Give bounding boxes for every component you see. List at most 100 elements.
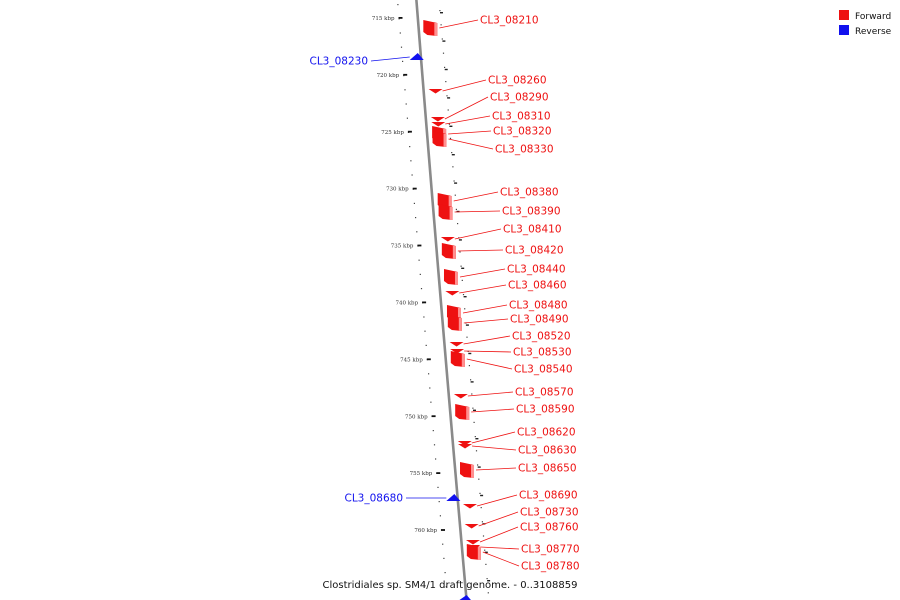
ruler-dot [459,251,461,253]
ruler-dot [411,174,413,176]
gene-mark-shade [466,407,470,420]
ruler-dash [449,125,453,127]
gene-cl3-08620: CL3_08620 [457,427,576,446]
gene-cl3-08680: CL3_08680 [344,493,461,505]
gene-mark-shade [458,318,462,331]
ruler-dot [453,180,455,182]
ruler-dot [442,543,444,545]
ruler-dash [468,352,472,355]
genome-caption: Clostridiales sp. SM4/1 draft genome. - … [323,580,578,591]
ruler-dot [472,407,474,409]
ruler-dot [402,60,404,62]
ruler-dot [435,458,437,460]
ruler-dash [454,182,458,184]
gene-label: CL3_08690 [519,490,578,502]
gene-leader [370,56,410,62]
gene-features: CL3_08210 CL3_08230 CL3_08260 CL3_08290 CL3_… [309,15,580,600]
ruler-dash [475,438,479,440]
gene-label: CL3_08530 [513,347,572,359]
gene-cl3-08690: CL3_08690 [462,490,578,509]
ruler-dot [462,294,465,296]
ruler-dot [464,308,466,310]
gene-label: CL3_08760 [520,522,579,534]
ruler-dot [447,109,449,111]
gene-cl3-08480: CL3_08480 [446,300,568,321]
tick-label: 760 kbp [414,528,437,534]
gene-leader [482,551,520,567]
ruler-dot [475,450,478,452]
ruler-dot [480,507,482,509]
ruler-dot [441,38,443,40]
gene-mark [465,540,480,545]
gene-leader [466,358,513,370]
ruler-dot [429,387,431,389]
gene-label: CL3_08260 [488,75,547,87]
ruler-dot [445,586,447,588]
ruler-dot [477,464,479,466]
gene-mark-shade [454,272,458,285]
gene-label: CL3_08320 [493,126,552,138]
gene-label: CL3_08590 [516,404,575,416]
gene-cl3-08410: CL3_08410 [440,224,562,242]
gene-label: CL3_08730 [520,507,579,519]
gene-mark-shade [443,134,447,147]
gene-label: CL3_08490 [510,314,569,326]
gene-leader [480,546,520,550]
tick-mark [398,17,403,19]
gene-label: CL3_08230 [309,56,368,68]
ruler-dot [444,572,446,574]
ruler-dot [461,279,463,281]
gene-mark-partial [459,595,471,600]
legend-reverse-swatch [839,25,849,35]
gene-mark [453,394,468,399]
gene-mark [409,53,424,60]
ruler-dot [439,10,441,12]
ruler-dot [418,259,420,261]
gene-cl3-08420: CL3_08420 [441,243,564,259]
gene-label: CL3_08630 [518,445,577,457]
ruler-dot [455,208,457,210]
ruler-dot [446,95,448,97]
ruler-dash [456,210,460,213]
ruler-dot [416,231,418,233]
gene-mark-shade [434,23,438,36]
legend-reverse-label: Reverse [855,27,892,37]
tick-mark [417,244,422,247]
ruler-dot [451,152,453,154]
gene-label: CL3_08390 [502,206,561,218]
gene-leader [471,431,516,444]
gene-mark [455,404,470,420]
genome-backbone [415,0,468,600]
ruler-dot [424,330,426,332]
gene-leader [463,335,511,345]
ruler-dash [442,40,446,42]
gene-mark [462,504,477,509]
ruler-dot [423,316,425,318]
gene-mark-shade [452,246,456,259]
ruler-dash [447,97,451,99]
gene-label: CL3_08680 [344,493,403,505]
ruler-dot [478,478,480,480]
ruler-dot [487,592,489,594]
tick-mark [441,529,445,531]
gene-mark [432,131,447,147]
gene-cl3-08460: CL3_08460 [445,280,567,296]
gene-label: CL3_08570 [515,387,574,399]
gene-label: CL3_08480 [509,300,568,312]
tick-label: 720 kbp [377,73,400,79]
ruler-dot [405,103,407,105]
ruler-dash [465,324,469,326]
gene-label: CL3_08520 [512,331,571,343]
ruler-dash [473,409,476,411]
ruler-dash [440,12,443,14]
ruler-dash [480,494,484,497]
tick-mark [412,187,417,190]
gene-cl3-08650: CL3_08650 [460,462,577,478]
tick-mark [407,130,412,133]
legend-forward-label: Forward [855,12,891,22]
ruler-dot [442,52,445,54]
gene-label: CL3_08620 [517,427,576,439]
gene-mark [423,20,438,36]
gene-cl3-08490: CL3_08490 [447,314,569,331]
